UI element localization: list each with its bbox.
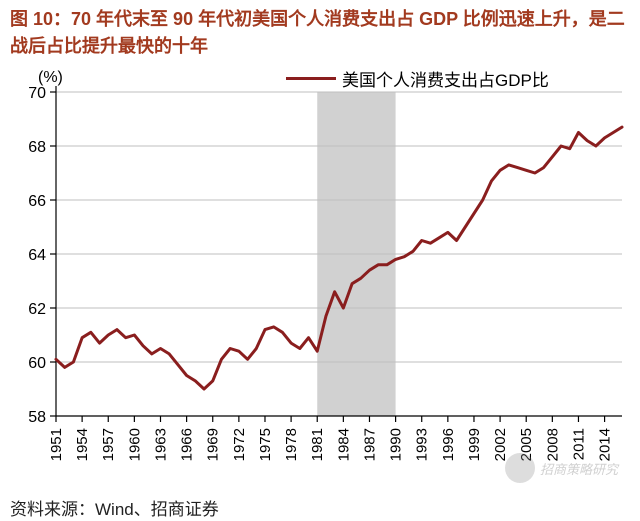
svg-text:(%): (%) xyxy=(38,69,63,86)
svg-text:1966: 1966 xyxy=(179,428,196,461)
legend-label: 美国个人消费支出占GDP比 xyxy=(342,66,549,91)
svg-text:1960: 1960 xyxy=(126,428,143,461)
line-chart: 58 60 62 64 66 68 70(%) 1951 1954 1957 1960 1963 196… xyxy=(6,64,634,486)
svg-text:1951: 1951 xyxy=(48,428,65,461)
chart-title: 图 10：70 年代末至 90 年代初美国个人消费支出占 GDP 比例迅速上升，… xyxy=(0,0,640,64)
svg-text:1984: 1984 xyxy=(335,428,352,461)
svg-text:1990: 1990 xyxy=(388,428,405,461)
svg-text:1999: 1999 xyxy=(466,428,483,461)
svg-text:1987: 1987 xyxy=(361,428,378,461)
svg-text:1972: 1972 xyxy=(231,428,248,461)
svg-text:68: 68 xyxy=(28,139,46,156)
svg-text:70: 70 xyxy=(28,85,46,102)
watermark-logo-icon xyxy=(505,453,535,483)
svg-text:1975: 1975 xyxy=(257,428,274,461)
svg-text:64: 64 xyxy=(28,247,46,264)
svg-text:1963: 1963 xyxy=(152,428,169,461)
svg-text:1954: 1954 xyxy=(74,428,91,461)
watermark: 招商策略研究 xyxy=(505,453,618,483)
legend-swatch xyxy=(286,77,336,80)
chart-container: 美国个人消费支出占GDP比 58 60 62 64 66 68 70(%) 1951 1954 1… xyxy=(6,64,634,491)
svg-text:66: 66 xyxy=(28,193,46,210)
watermark-text: 招商策略研究 xyxy=(540,459,618,478)
svg-text:60: 60 xyxy=(28,355,46,372)
svg-text:1996: 1996 xyxy=(440,428,457,461)
svg-text:1957: 1957 xyxy=(100,428,117,461)
legend: 美国个人消费支出占GDP比 xyxy=(286,66,549,91)
svg-text:1981: 1981 xyxy=(309,428,326,461)
svg-text:62: 62 xyxy=(28,301,46,318)
source-label: 资料来源：Wind、招商证券 xyxy=(0,491,640,520)
svg-text:1969: 1969 xyxy=(205,428,222,461)
svg-text:1978: 1978 xyxy=(283,428,300,461)
svg-text:58: 58 xyxy=(28,409,46,426)
svg-text:1993: 1993 xyxy=(414,428,431,461)
